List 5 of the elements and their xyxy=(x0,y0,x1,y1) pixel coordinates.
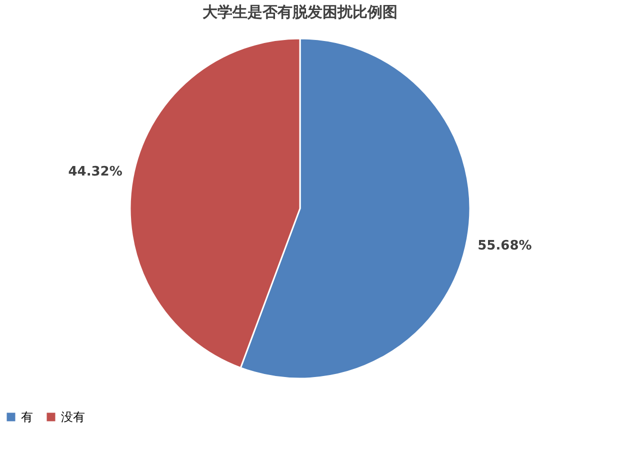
data-label: 44.32% xyxy=(68,164,122,180)
legend-label: 有 xyxy=(21,410,33,424)
chart-title: 大学生是否有脱发困扰比例图 xyxy=(202,3,398,21)
data-label: 55.68% xyxy=(478,238,532,254)
legend-label: 没有 xyxy=(61,410,85,424)
